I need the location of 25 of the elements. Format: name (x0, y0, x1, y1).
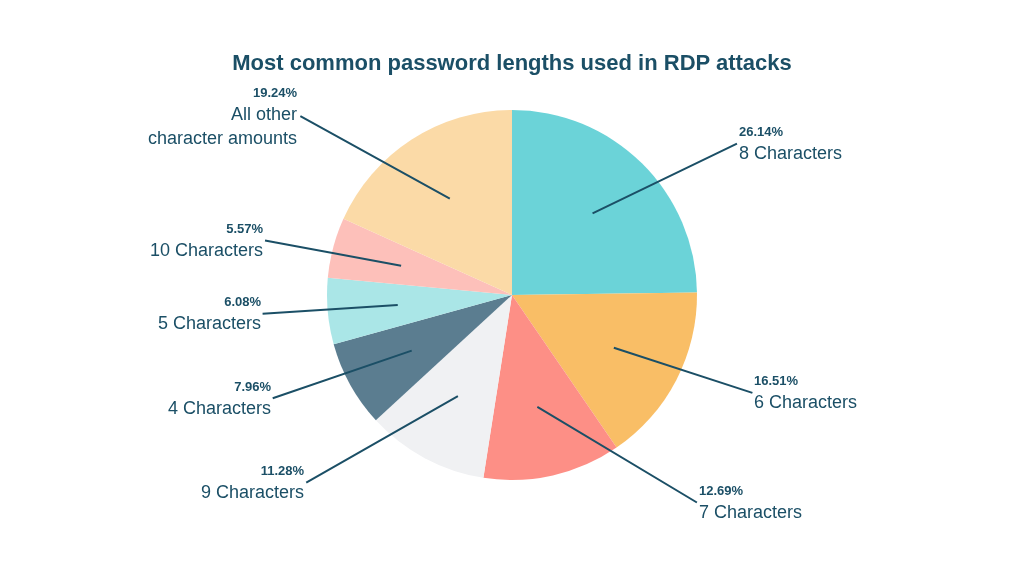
slice-label: 9 Characters (201, 482, 305, 503)
pie-slice (333, 295, 512, 421)
pie-slice (512, 110, 697, 295)
data-label: 12.69% (699, 483, 744, 498)
slice-label: 10 Characters (150, 240, 264, 261)
data-label: 5.57% (226, 221, 264, 236)
pie-slice (375, 295, 512, 478)
slice-label: All other character amounts (148, 104, 298, 148)
data-label: 19.24% (252, 85, 298, 100)
data-label: 26.14% (739, 124, 784, 139)
pie-slice (483, 295, 617, 480)
data-label: 11.28% (260, 463, 305, 478)
data-label: 6.08% (224, 294, 262, 309)
pie-slice (343, 110, 512, 295)
slice-label: 6 Characters (754, 392, 858, 413)
slice-label: 4 Characters (168, 398, 272, 419)
slice-label: 7 Characters (699, 502, 803, 523)
data-label: 7.96% (234, 379, 272, 394)
pie-slice (327, 277, 512, 345)
slice-label: 8 Characters (739, 143, 843, 164)
slice-label: 5 Characters (158, 313, 262, 334)
pie-slice (327, 218, 512, 295)
data-label: 16.51% (754, 373, 799, 388)
pie-slice (512, 292, 697, 448)
chart-title: Most common password lengths used in RDP attacks (232, 49, 792, 75)
